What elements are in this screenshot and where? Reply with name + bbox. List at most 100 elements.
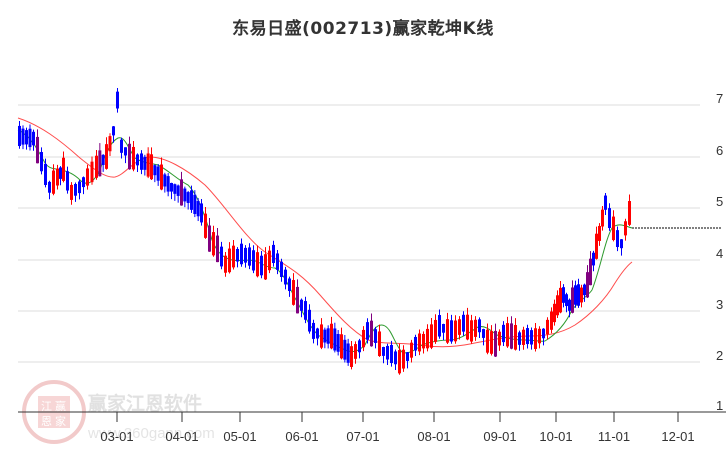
candle: [160, 164, 163, 190]
candle: [450, 320, 453, 342]
candle: [474, 319, 477, 337]
candle: [40, 152, 43, 172]
candle: [44, 163, 47, 185]
candle: [394, 351, 397, 365]
candle: [150, 154, 153, 180]
candle: [498, 331, 501, 346]
svg-text:09-01: 09-01: [483, 429, 516, 444]
candle: [565, 294, 568, 307]
candle: [598, 225, 601, 241]
candle: [320, 324, 323, 348]
candle: [86, 168, 89, 186]
candle: [296, 286, 299, 314]
candle: [592, 252, 595, 266]
candle: [442, 323, 445, 333]
candle: [212, 232, 215, 256]
candle: [204, 213, 207, 238]
candle: [514, 325, 517, 350]
candle: [478, 319, 481, 333]
candle: [494, 330, 497, 357]
candle: [101, 154, 105, 165]
candle: [28, 128, 32, 148]
candle: [200, 203, 203, 223]
candle: [140, 153, 143, 170]
candle: [422, 333, 425, 349]
candle: [260, 255, 263, 276]
candle: [382, 346, 385, 356]
candle: [346, 343, 350, 363]
candle: [601, 209, 604, 227]
candle: [358, 340, 361, 353]
candle: [220, 246, 223, 267]
svg-text:6: 6: [716, 143, 723, 158]
candle: [370, 320, 373, 347]
candle: [366, 322, 369, 340]
candle: [82, 177, 85, 188]
candle: [426, 328, 429, 349]
candle: [628, 201, 631, 225]
candle: [438, 315, 441, 337]
candle: [190, 190, 193, 210]
candle: [354, 344, 357, 359]
candle: [78, 181, 81, 194]
candle: [252, 250, 255, 271]
candle: [316, 328, 319, 339]
svg-text:2: 2: [716, 348, 723, 363]
candle: [568, 299, 571, 311]
candle: [208, 225, 211, 252]
candle: [280, 261, 283, 277]
candle: [616, 230, 619, 248]
candle: [56, 168, 59, 186]
candle: [518, 332, 521, 345]
candle: [402, 349, 405, 369]
candle: [186, 192, 190, 204]
candle: [256, 252, 259, 277]
candle: [95, 155, 98, 178]
candle: [300, 299, 303, 311]
candle: [624, 221, 627, 236]
svg-text:7: 7: [716, 91, 723, 106]
candle: [292, 280, 295, 305]
candle: [340, 334, 343, 359]
candle: [418, 333, 421, 352]
candle: [330, 323, 333, 349]
svg-text:3: 3: [716, 297, 723, 312]
candle: [276, 253, 279, 270]
candle: [272, 244, 275, 264]
candle: [454, 320, 457, 342]
candle: [326, 328, 330, 344]
candle: [526, 328, 529, 345]
candle: [458, 319, 461, 335]
candle: [583, 284, 586, 296]
candle: [304, 301, 307, 320]
candle: [502, 324, 505, 343]
chart-title: 东易日盛(002713)赢家乾坤K线: [232, 19, 494, 39]
candle: [542, 328, 545, 339]
svg-text:家: 家: [55, 414, 66, 428]
x-axis-labels: 03-01 04-01 05-01 06-01 07-01 08-01 09-0…: [100, 429, 694, 444]
candle: [571, 287, 574, 313]
candle: [52, 170, 55, 194]
watermark-text: 赢家江恩软件: [88, 392, 202, 415]
candle: [378, 331, 381, 357]
candle: [180, 179, 183, 206]
candle: [48, 181, 51, 193]
candle: [562, 287, 565, 303]
candle: [323, 329, 327, 343]
candle: [236, 248, 239, 262]
candle: [18, 125, 21, 147]
candle: [128, 143, 131, 170]
candle: [224, 255, 227, 273]
candle: [620, 239, 623, 249]
candle: [132, 146, 135, 170]
candle: [36, 136, 39, 164]
candle: [462, 314, 465, 332]
svg-text:5: 5: [716, 194, 723, 209]
candle: [288, 278, 291, 292]
candle: [580, 287, 583, 303]
candle: [595, 233, 598, 259]
candle: [124, 147, 127, 156]
svg-text:11-01: 11-01: [598, 429, 630, 444]
candle: [143, 156, 147, 170]
